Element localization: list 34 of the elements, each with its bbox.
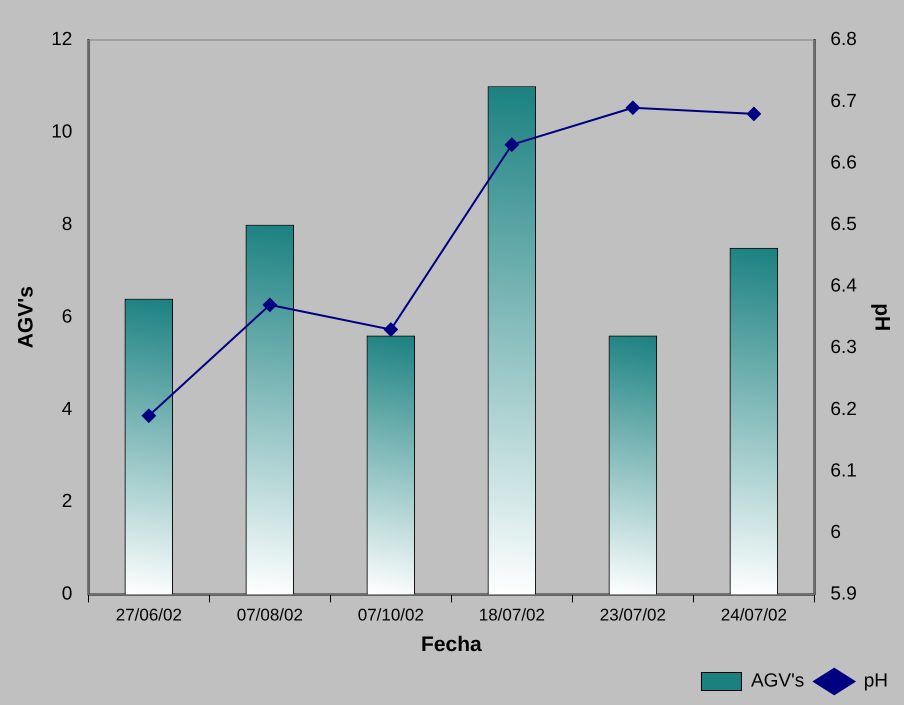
- point: [384, 322, 398, 337]
- x-tick-label: 18/07/02: [478, 605, 545, 624]
- y-tick-label: 6: [62, 306, 72, 328]
- y2-tick-label: 6.4: [830, 276, 858, 297]
- x-tick-label: 23/07/02: [600, 605, 666, 624]
- x-tick-label: 27/06/02: [116, 605, 182, 624]
- y2-tick-label: 6.6: [830, 152, 857, 174]
- y-tick-label: 8: [62, 214, 72, 236]
- point: [626, 100, 640, 115]
- y2-tick-label: 6.2: [830, 398, 857, 420]
- y-tick-label: 0: [62, 584, 72, 605]
- legend-label: pH: [864, 670, 888, 692]
- y2-tick-label: 6.5: [830, 214, 857, 236]
- y2-axis-title: pH: [870, 303, 894, 332]
- y-tick-label: 10: [51, 122, 72, 143]
- y-tick-label: 2: [62, 491, 72, 512]
- x-tick-label: 24/07/02: [720, 605, 787, 624]
- y-tick-label: 12: [51, 29, 72, 50]
- y2-tick-label: 6.1: [830, 460, 857, 482]
- y-tick-label: 4: [62, 398, 73, 420]
- y2-tick-label: 5.9: [830, 584, 857, 605]
- y2-tick-label: 6: [830, 522, 841, 544]
- point: [504, 138, 519, 152]
- legend-label: AGV's: [750, 670, 804, 692]
- y2-tick-label: 6.8: [830, 29, 857, 50]
- x-axis-title: Fecha: [421, 633, 482, 656]
- y2-tick-label: 6.3: [830, 337, 857, 358]
- point: [746, 106, 761, 121]
- x-tick-label: 07/08/02: [236, 605, 303, 624]
- x-tick-label: 07/10/02: [358, 605, 424, 624]
- y-axis-title: AGV's: [14, 286, 38, 348]
- point: [262, 298, 277, 312]
- y2-tick-label: 6.7: [830, 90, 857, 112]
- point: [142, 408, 156, 423]
